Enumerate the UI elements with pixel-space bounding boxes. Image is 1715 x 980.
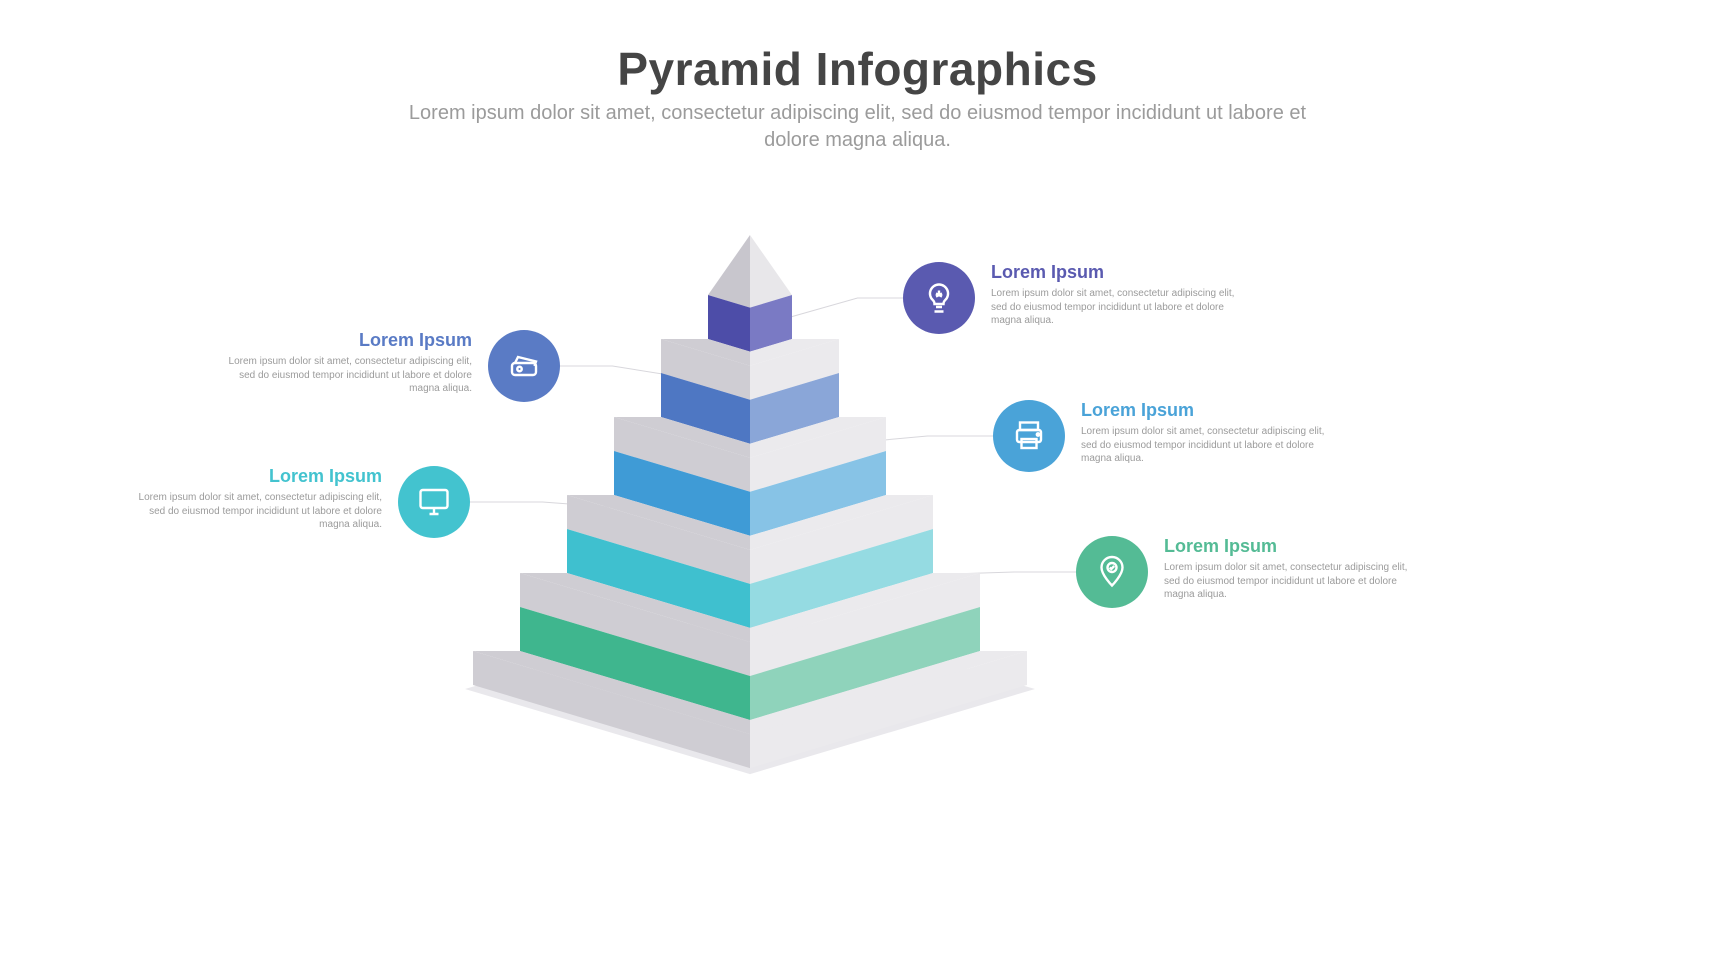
pin-icon bbox=[1076, 536, 1148, 608]
callout-title: Lorem Ipsum bbox=[1164, 536, 1414, 557]
callout-title: Lorem Ipsum bbox=[1081, 400, 1331, 421]
callout-desc: Lorem ipsum dolor sit amet, consectetur … bbox=[222, 355, 472, 396]
callout-desc: Lorem ipsum dolor sit amet, consectetur … bbox=[1081, 425, 1331, 466]
tickets-icon bbox=[488, 330, 560, 402]
callout-monitor: Lorem Ipsum Lorem ipsum dolor sit amet, … bbox=[132, 466, 470, 538]
callout-bulb: Lorem Ipsum Lorem ipsum dolor sit amet, … bbox=[903, 262, 1241, 334]
callout-title: Lorem Ipsum bbox=[222, 330, 472, 351]
bulb-icon bbox=[903, 262, 975, 334]
callout-title: Lorem Ipsum bbox=[991, 262, 1241, 283]
callout-pin: Lorem Ipsum Lorem ipsum dolor sit amet, … bbox=[1076, 536, 1414, 608]
callout-desc: Lorem ipsum dolor sit amet, consectetur … bbox=[991, 287, 1241, 328]
callout-desc: Lorem ipsum dolor sit amet, consectetur … bbox=[1164, 561, 1414, 602]
printer-icon bbox=[993, 400, 1065, 472]
callout-tickets: Lorem Ipsum Lorem ipsum dolor sit amet, … bbox=[222, 330, 560, 402]
callout-title: Lorem Ipsum bbox=[132, 466, 382, 487]
monitor-icon bbox=[398, 466, 470, 538]
callout-printer: Lorem Ipsum Lorem ipsum dolor sit amet, … bbox=[993, 400, 1331, 472]
callout-desc: Lorem ipsum dolor sit amet, consectetur … bbox=[132, 491, 382, 532]
